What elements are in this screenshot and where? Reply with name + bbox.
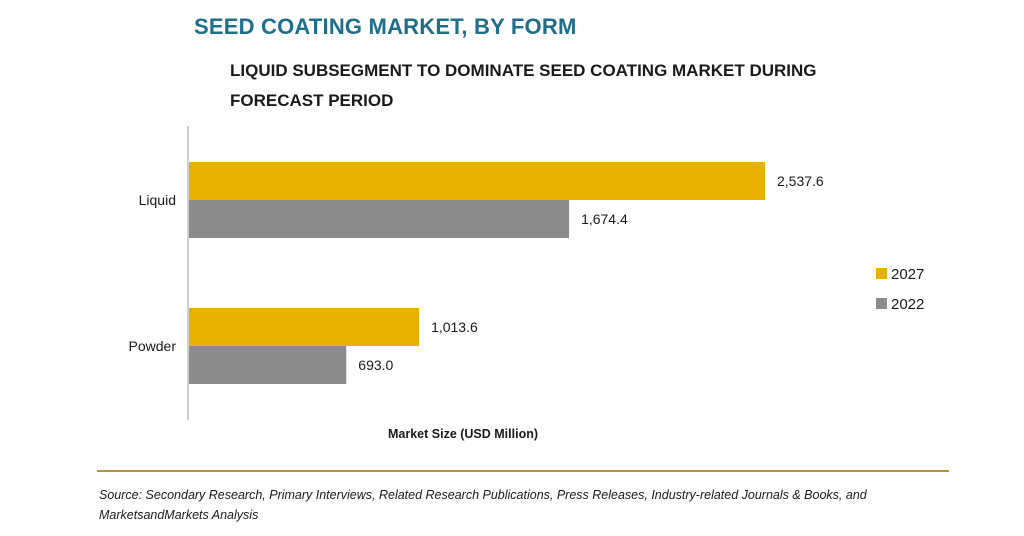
chart-title: SEED COATING MARKET, BY FORM	[194, 14, 577, 39]
data-label-powder-2022: 693.0	[358, 357, 393, 373]
data-label-liquid-2022: 1,674.4	[581, 211, 628, 227]
legend-label-2027: 2027	[891, 266, 924, 283]
data-label-powder-2027: 1,013.6	[431, 319, 478, 335]
bar-liquid-2027	[189, 162, 765, 200]
footer-divider	[97, 470, 949, 472]
data-label-liquid-2027: 2,537.6	[777, 173, 824, 189]
bar-chart: 2,537.6 1,674.4 Liquid 1,013.6 693.0 Powder Ma…	[129, 126, 924, 441]
category-label-powder: Powder	[129, 338, 177, 354]
x-axis-label: Market Size (USD Million)	[388, 427, 538, 441]
bar-powder-2027	[189, 308, 420, 346]
source-note: Source: Secondary Research, Primary Inte…	[99, 488, 867, 522]
bar-powder-2022	[189, 346, 347, 384]
chart-subtitle: LIQUID SUBSEGMENT TO DOMINATE SEED COATI…	[230, 61, 817, 110]
legend-swatch-2027	[876, 268, 887, 279]
legend-label-2022: 2022	[891, 296, 924, 313]
category-label-liquid: Liquid	[139, 192, 176, 208]
bar-liquid-2022	[189, 200, 570, 238]
legend-swatch-2022	[876, 298, 887, 309]
